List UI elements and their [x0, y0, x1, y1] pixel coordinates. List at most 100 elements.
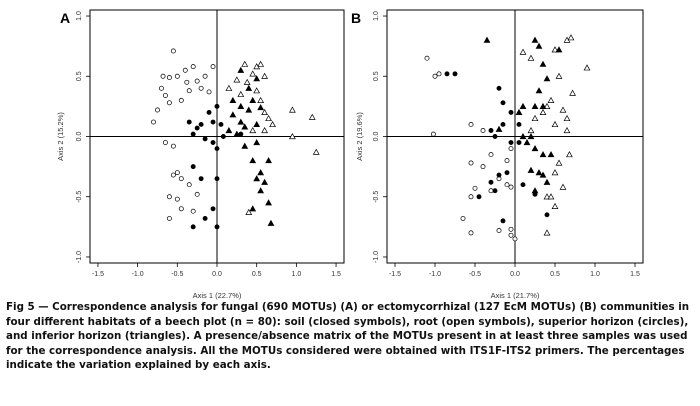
data-point-open-triangle [539, 108, 547, 115]
data-point-open-triangle [237, 90, 245, 97]
x-tick-label: 1.5 [331, 271, 341, 278]
data-point-open-circle [468, 194, 474, 200]
data-point-open-circle [166, 215, 172, 221]
y-axis-label: Axis 2 (19.6%) [355, 112, 364, 161]
data-point-open-triangle [543, 193, 551, 200]
data-point-open-circle [210, 64, 216, 70]
data-point-filled-circle [496, 85, 502, 91]
data-point-open-circle [512, 236, 518, 242]
data-point-open-triangle [225, 84, 233, 91]
data-point-open-triangle [563, 126, 571, 134]
data-point-open-circle [480, 164, 486, 170]
x-axis-label: Axis 1 (21.7%) [491, 291, 540, 300]
data-point-filled-triangle [237, 118, 245, 125]
data-point-filled-circle [508, 140, 514, 145]
data-point-open-circle [178, 97, 184, 103]
data-point-open-circle [170, 48, 176, 54]
data-point-filled-circle [500, 218, 506, 224]
data-point-open-triangle [241, 60, 249, 67]
data-point-filled-triangle [483, 36, 491, 43]
data-point-filled-triangle [531, 145, 539, 152]
data-point-open-circle [424, 55, 430, 61]
data-point-filled-circle [190, 164, 196, 170]
data-point-open-triangle [551, 202, 559, 209]
data-point-filled-circle [452, 71, 458, 77]
data-point-open-triangle [555, 159, 563, 166]
data-point-filled-circle [198, 176, 204, 182]
data-point-filled-triangle [257, 169, 265, 176]
data-point-filled-triangle [495, 125, 503, 132]
data-point-filled-circle [218, 122, 224, 127]
data-point-filled-circle [488, 128, 494, 133]
data-point-filled-triangle [527, 132, 535, 140]
x-tick-label: 0.0 [212, 271, 222, 278]
data-point-filled-triangle [233, 130, 241, 137]
data-point-filled-circle [214, 176, 220, 182]
x-tick-label: -1.5 [389, 271, 401, 278]
data-point-open-circle [160, 73, 166, 79]
data-point-filled-circle [500, 100, 506, 106]
data-point-open-triangle [551, 46, 559, 53]
data-point-filled-circle [496, 172, 502, 178]
data-point-filled-circle [214, 103, 220, 109]
data-point-open-circle [508, 184, 514, 190]
y-tick-label: 0.5 [76, 71, 83, 81]
data-point-open-circle [472, 185, 478, 191]
data-point-filled-circle [210, 119, 216, 125]
data-point-filled-circle [492, 188, 498, 194]
data-point-open-circle [186, 88, 192, 94]
data-point-filled-triangle [539, 60, 547, 67]
data-point-open-circle [202, 73, 208, 79]
x-tick-label: 0.5 [550, 271, 560, 278]
data-point-open-circle [206, 89, 212, 95]
data-point-filled-circle [206, 109, 212, 115]
panel-a: A -1.5 -1.0 -0.5 0.0 0.5 1.0 1.5 -1.0 -0.5 0.0 0.5… [56, 9, 345, 300]
data-point-open-circle [194, 78, 200, 84]
data-point-filled-circle [516, 122, 522, 127]
data-point-open-triangle [269, 120, 276, 128]
y-tick-label: -1.0 [373, 251, 380, 263]
data-point-filled-triangle [531, 102, 539, 109]
data-point-open-triangle [543, 229, 551, 236]
data-point-filled-triangle [547, 151, 555, 158]
data-point-open-circle [190, 208, 196, 214]
data-point-filled-circle [202, 136, 208, 142]
data-point-filled-triangle [261, 178, 269, 185]
data-point-open-circle [430, 131, 436, 137]
data-point-open-circle [190, 64, 196, 70]
data-point-open-triangle [559, 106, 567, 113]
data-point-open-triangle [566, 151, 573, 158]
data-point-open-circle [468, 122, 474, 127]
panel-label-b: B [351, 10, 361, 26]
data-point-open-triangle [531, 114, 539, 122]
data-point-filled-triangle [267, 219, 275, 226]
data-point-filled-triangle [531, 187, 539, 194]
data-point-open-circle [198, 85, 204, 91]
data-point-open-circle [508, 146, 514, 151]
data-point-open-circle [460, 215, 466, 221]
data-point-filled-triangle [225, 126, 233, 134]
data-point-filled-triangle [245, 84, 253, 91]
data-point-open-circle [194, 191, 200, 197]
panel-b: B -1.5 -1.0 -0.5 0.0 0.5 1.0 1.5 -1.0 -0.5 0.0 0.5… [351, 9, 644, 300]
data-point-open-circle [158, 85, 164, 91]
data-point-open-triangle [563, 114, 571, 122]
data-point-open-circle [508, 232, 514, 238]
data-point-open-triangle [527, 126, 535, 134]
data-point-filled-circle [214, 224, 220, 230]
data-point-open-circle [480, 128, 486, 133]
data-point-open-triangle [261, 108, 269, 115]
data-point-open-triangle [551, 169, 559, 176]
data-point-open-triangle [249, 70, 257, 77]
data-point-filled-triangle [253, 139, 261, 146]
data-point-filled-triangle [519, 102, 527, 109]
data-point-open-circle [166, 100, 172, 106]
y-tick-label: 0.0 [373, 132, 380, 142]
y-tick-label: 0.0 [76, 132, 83, 142]
data-point-open-circle [184, 79, 190, 85]
data-point-filled-triangle [543, 75, 551, 82]
data-point-open-circle [488, 188, 494, 194]
x-tick-label: 1.5 [630, 271, 640, 278]
data-point-filled-circle [544, 212, 550, 218]
data-point-filled-triangle [535, 87, 543, 94]
